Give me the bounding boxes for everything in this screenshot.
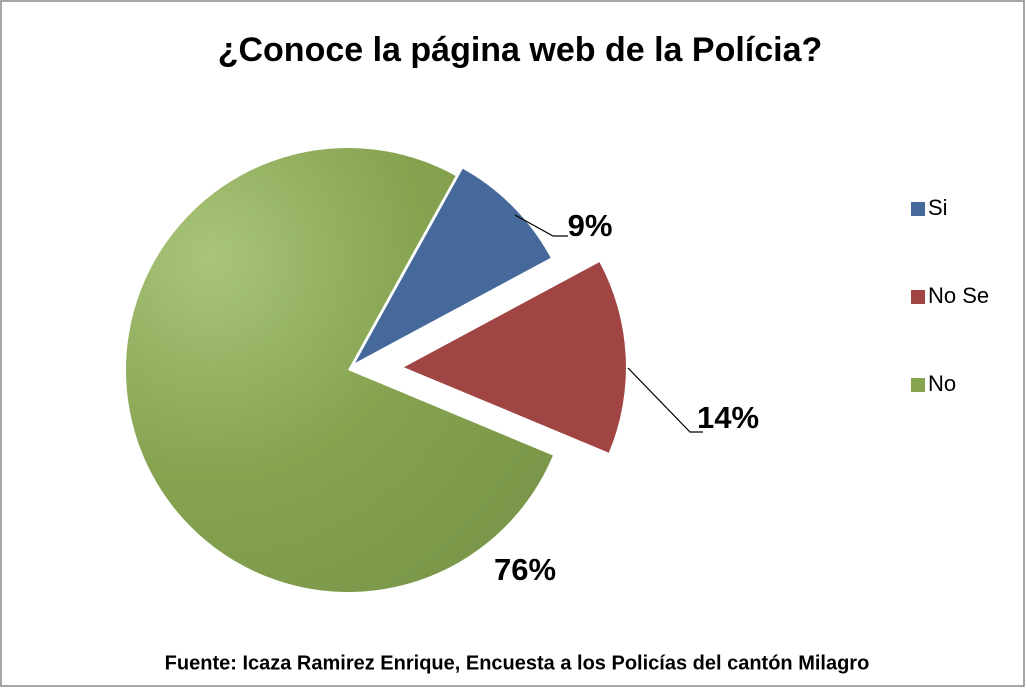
chart-title: ¿Conoce la página web de la Polícia? <box>218 31 823 69</box>
legend-swatch <box>911 378 925 392</box>
legend-label: No Se <box>928 283 989 308</box>
data-label: 14% <box>697 400 759 435</box>
legend-label: Si <box>928 195 948 220</box>
data-label: 9% <box>568 208 613 243</box>
source-note: Fuente: Icaza Ramirez Enrique, Encuesta … <box>165 652 870 674</box>
leader-line <box>627 367 703 433</box>
legend-swatch <box>911 202 925 216</box>
leader-line <box>514 214 568 237</box>
pie-slice <box>126 147 553 593</box>
legend-swatch <box>911 290 925 304</box>
pie-slice <box>403 262 626 453</box>
data-label: 76% <box>494 552 556 587</box>
legend-label: No <box>928 371 956 396</box>
pie-slice <box>355 168 551 363</box>
